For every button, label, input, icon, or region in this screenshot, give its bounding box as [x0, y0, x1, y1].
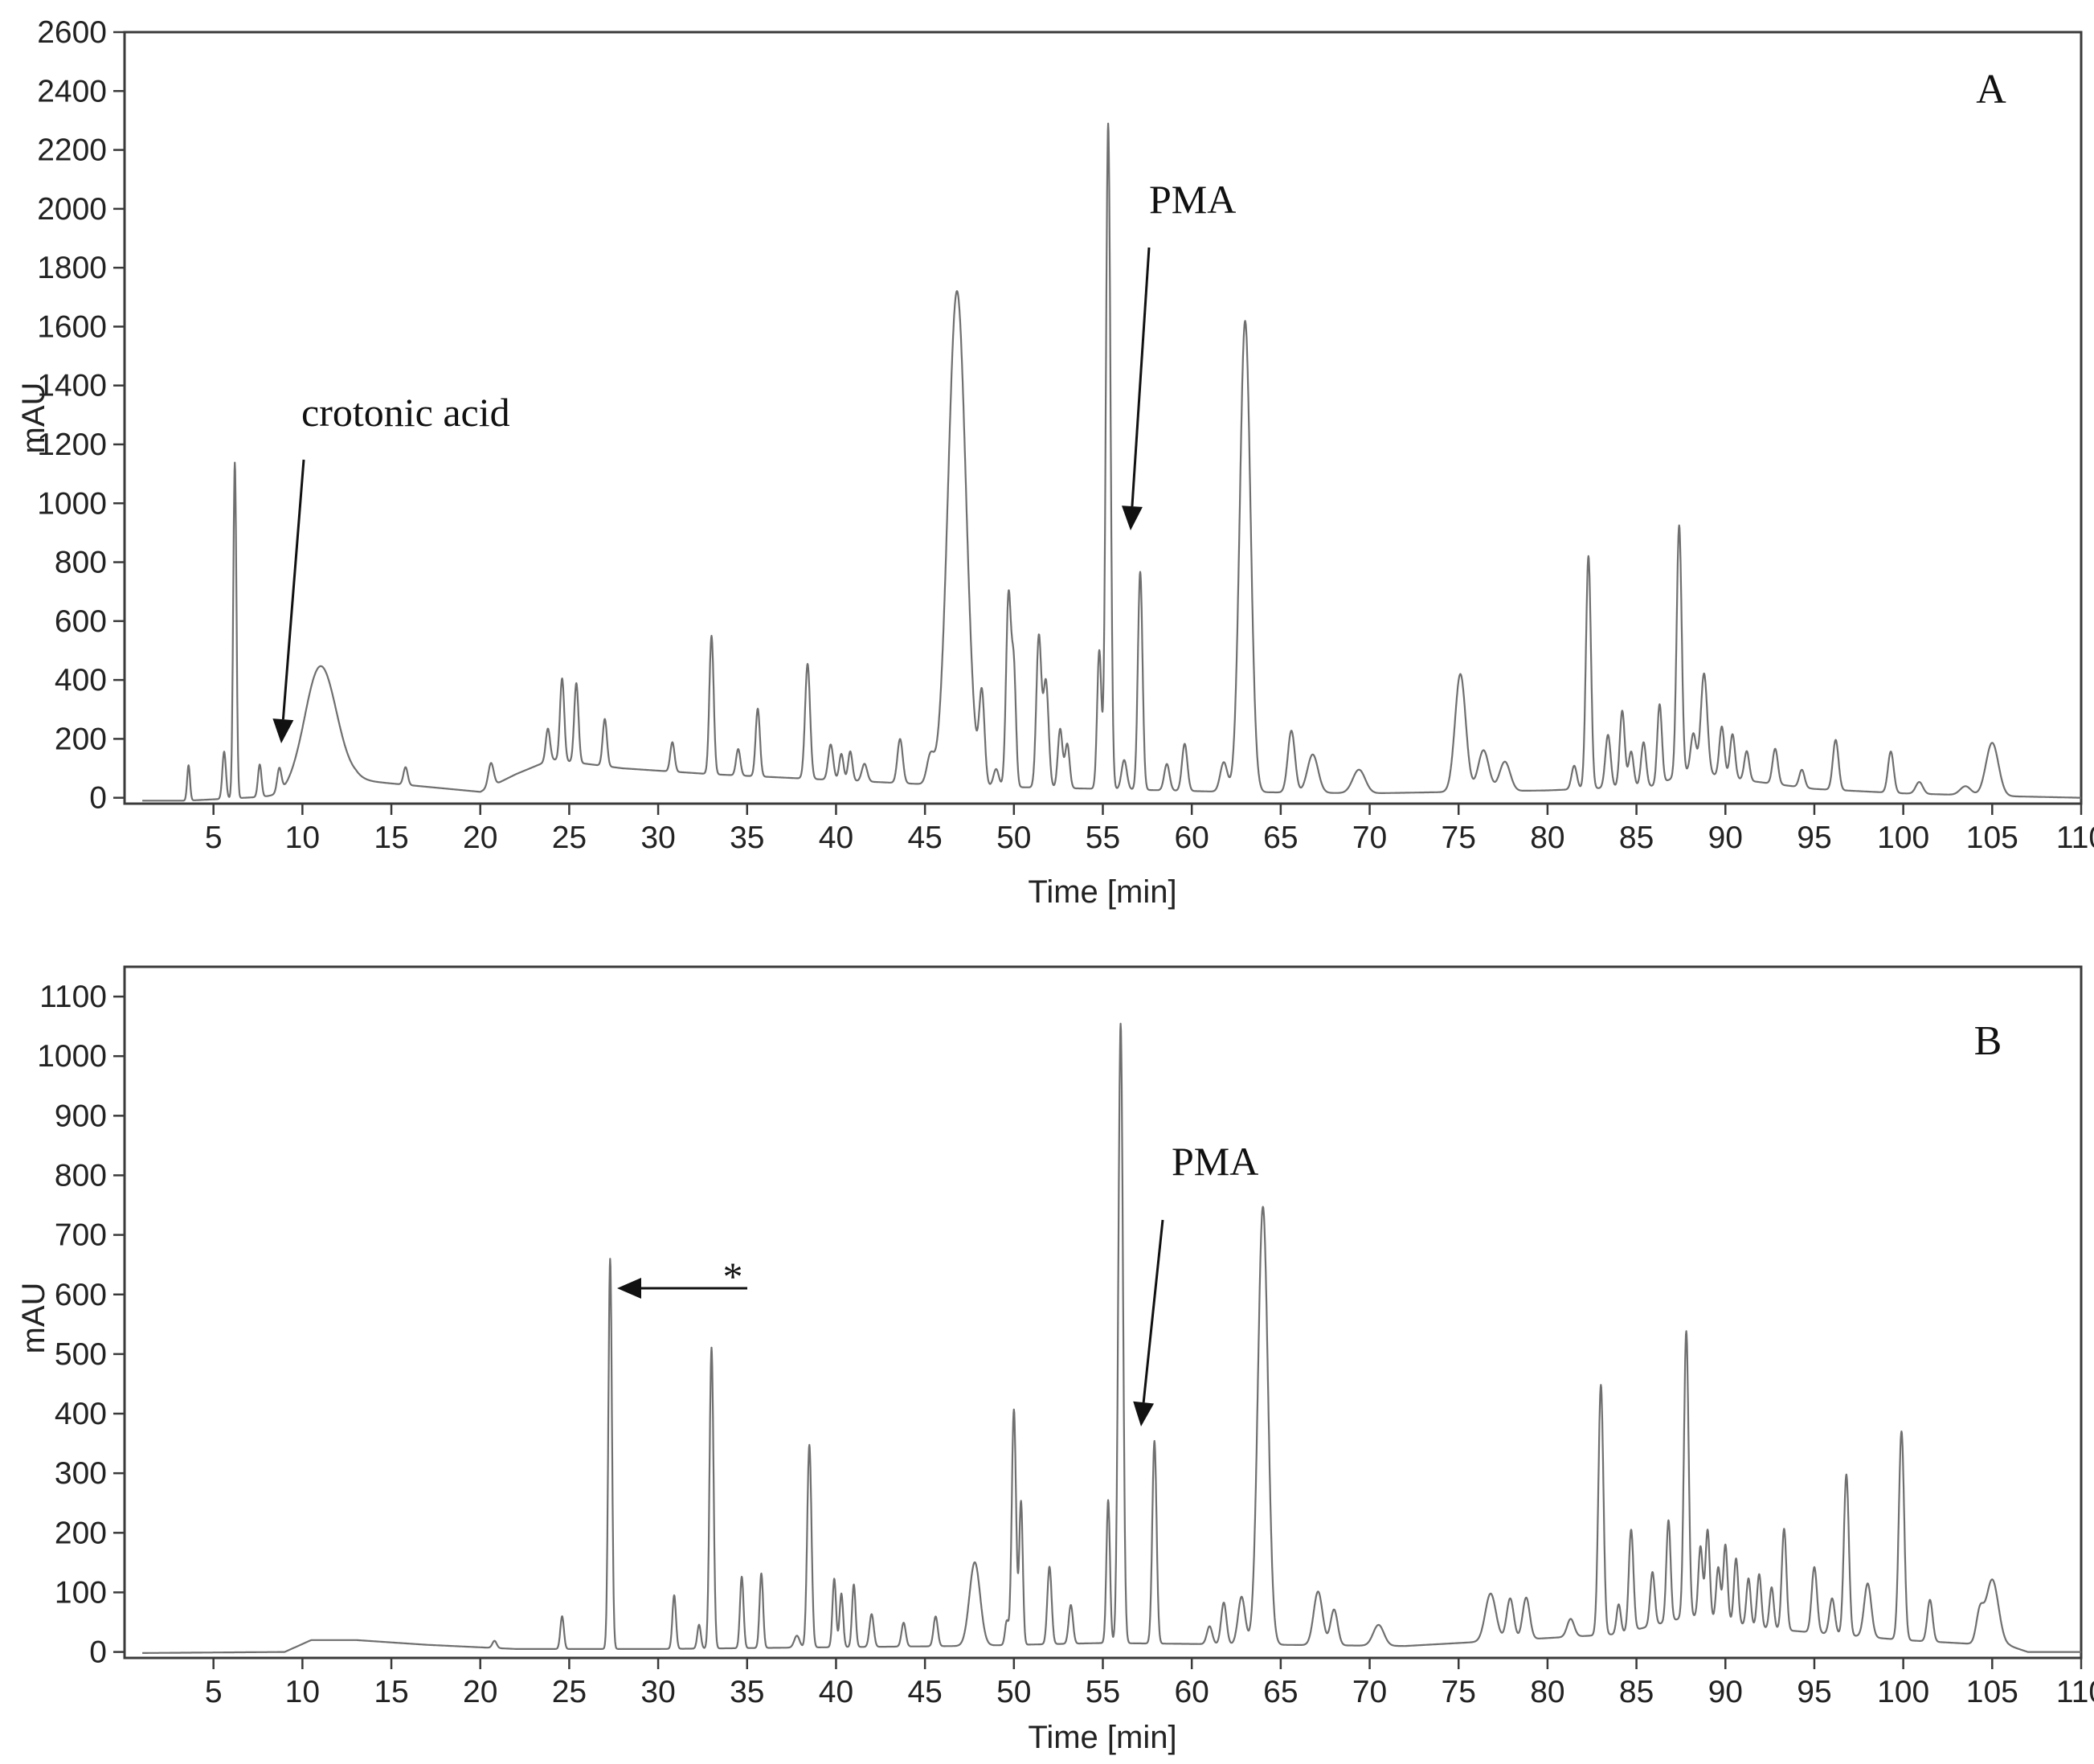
y-tick-label-a: 2200 [37, 133, 107, 168]
x-tick-label-b: 35 [730, 1675, 764, 1709]
y-tick-label-b: 500 [55, 1337, 107, 1372]
annotation-pma-a: PMA [1149, 177, 1236, 222]
plot-frame-b [123, 965, 2083, 1660]
y-tick-label-a: 2000 [37, 192, 107, 227]
x-tick-label-b: 30 [640, 1675, 675, 1709]
x-tick-label-b: 110 [2056, 1675, 2094, 1709]
y-tick-label-b: 200 [55, 1516, 107, 1550]
annotation-arrowhead-b [617, 1278, 641, 1299]
y-tick-label-b: 600 [55, 1278, 107, 1312]
x-tick-label-b: 60 [1174, 1675, 1209, 1709]
x-tick-label-a: 110 [2056, 821, 2094, 855]
y-tick-label-b: 700 [55, 1218, 107, 1253]
x-tick-label-a: 70 [1352, 821, 1387, 855]
y-tick-label-a: 200 [55, 722, 107, 756]
x-tick-label-a: 10 [285, 821, 320, 855]
x-tick-label-b: 75 [1442, 1675, 1476, 1709]
x-tick-label-a: 55 [1086, 821, 1120, 855]
x-tick-label-a: 40 [819, 821, 853, 855]
x-tick-label-b: 55 [1086, 1675, 1120, 1709]
annotation-asterisk: * [723, 1254, 743, 1299]
x-tick-label-b: 45 [907, 1675, 942, 1709]
x-tick-label-a: 45 [907, 821, 942, 855]
y-tick-label-b: 800 [55, 1158, 107, 1193]
x-tick-label-b: 25 [552, 1675, 587, 1709]
x-tick-label-a: 15 [374, 821, 408, 855]
x-tick-label-a: 30 [640, 821, 675, 855]
x-tick-label-a: 90 [1708, 821, 1743, 855]
y-tick-label-b: 0 [89, 1635, 107, 1670]
y-tick-label-a: 2400 [37, 74, 107, 108]
y-tick-label-a: 1000 [37, 486, 107, 521]
x-tick-label-b: 100 [1877, 1675, 1929, 1709]
x-tick-label-a: 60 [1174, 821, 1209, 855]
x-axis-label-b: Time [min] [1028, 1720, 1176, 1755]
x-tick-label-a: 35 [730, 821, 764, 855]
x-tick-label-a: 95 [1797, 821, 1831, 855]
x-tick-label-b: 80 [1530, 1675, 1564, 1709]
x-tick-label-b: 40 [819, 1675, 853, 1709]
x-tick-label-b: 95 [1797, 1675, 1831, 1709]
y-tick-label-b: 900 [55, 1099, 107, 1133]
x-tick-label-a: 50 [996, 821, 1031, 855]
x-tick-label-b: 10 [285, 1675, 320, 1709]
y-tick-label-b: 100 [55, 1575, 107, 1610]
y-tick-label-a: 0 [89, 781, 107, 816]
panel-a: mAU Time [min] A crotonic acid PMA 5 10 15… [16, 15, 2094, 910]
y-tick-label-b: 300 [55, 1456, 107, 1491]
y-tick-label-a: 1800 [37, 251, 107, 285]
y-tick-label-b: 1000 [37, 1039, 107, 1074]
x-tick-label-b: 50 [996, 1675, 1031, 1709]
panel-b: mAU Time [min] B * PMA 5 10 15 20 25 30 35 40 45… [16, 965, 2094, 1755]
y-tick-label-a: 600 [55, 604, 107, 639]
y-tick-label-a: 400 [55, 663, 107, 698]
x-tick-label-a: 105 [1966, 821, 2018, 855]
x-tick-label-a: 75 [1442, 821, 1476, 855]
x-tick-label-a: 5 [205, 821, 223, 855]
y-tick-label-a: 1400 [37, 369, 107, 403]
x-tick-label-b: 70 [1352, 1675, 1387, 1709]
x-axis-label-a: Time [min] [1028, 874, 1176, 910]
x-tick-label-a: 80 [1530, 821, 1564, 855]
y-tick-label-a: 1600 [37, 309, 107, 344]
annotation-arrow-b [1142, 1219, 1164, 1403]
x-tick-label-b: 105 [1966, 1675, 2018, 1709]
x-tick-label-a: 85 [1619, 821, 1654, 855]
x-tick-label-a: 65 [1263, 821, 1298, 855]
x-tick-label-b: 65 [1263, 1675, 1298, 1709]
x-tick-label-b: 5 [205, 1675, 223, 1709]
y-tick-label-b: 1100 [39, 980, 107, 1014]
y-axis-label-a: mAU [16, 383, 51, 454]
x-tick-label-a: 100 [1877, 821, 1929, 855]
y-tick-label-b: 400 [55, 1397, 107, 1431]
x-tick-label-a: 25 [552, 821, 587, 855]
annotation-arrowhead-b [1133, 1401, 1155, 1426]
annotation-arrowhead-a [1121, 505, 1143, 530]
chromatogram-trace-a [141, 122, 2082, 802]
annotation-crotonic-acid: crotonic acid [301, 390, 510, 435]
panel-label-b: B [1974, 1018, 2002, 1064]
x-tick-label-b: 15 [374, 1675, 408, 1709]
x-tick-label-b: 90 [1708, 1675, 1743, 1709]
y-tick-label-a: 1200 [37, 428, 107, 462]
chromatogram-trace-b [141, 1022, 2082, 1654]
y-axis-label-b: mAU [16, 1283, 51, 1354]
annotation-arrowhead-a [272, 718, 294, 743]
x-tick-label-b: 20 [463, 1675, 497, 1709]
y-tick-label-a: 800 [55, 546, 107, 580]
y-tick-label-a: 2600 [37, 15, 107, 50]
panel-label-a: A [1976, 67, 2006, 113]
annotation-arrow-a [1131, 247, 1151, 507]
x-tick-label-a: 20 [463, 821, 497, 855]
x-tick-label-b: 85 [1619, 1675, 1654, 1709]
annotation-arrow-a [281, 459, 305, 720]
annotation-pma-b: PMA [1172, 1139, 1258, 1184]
